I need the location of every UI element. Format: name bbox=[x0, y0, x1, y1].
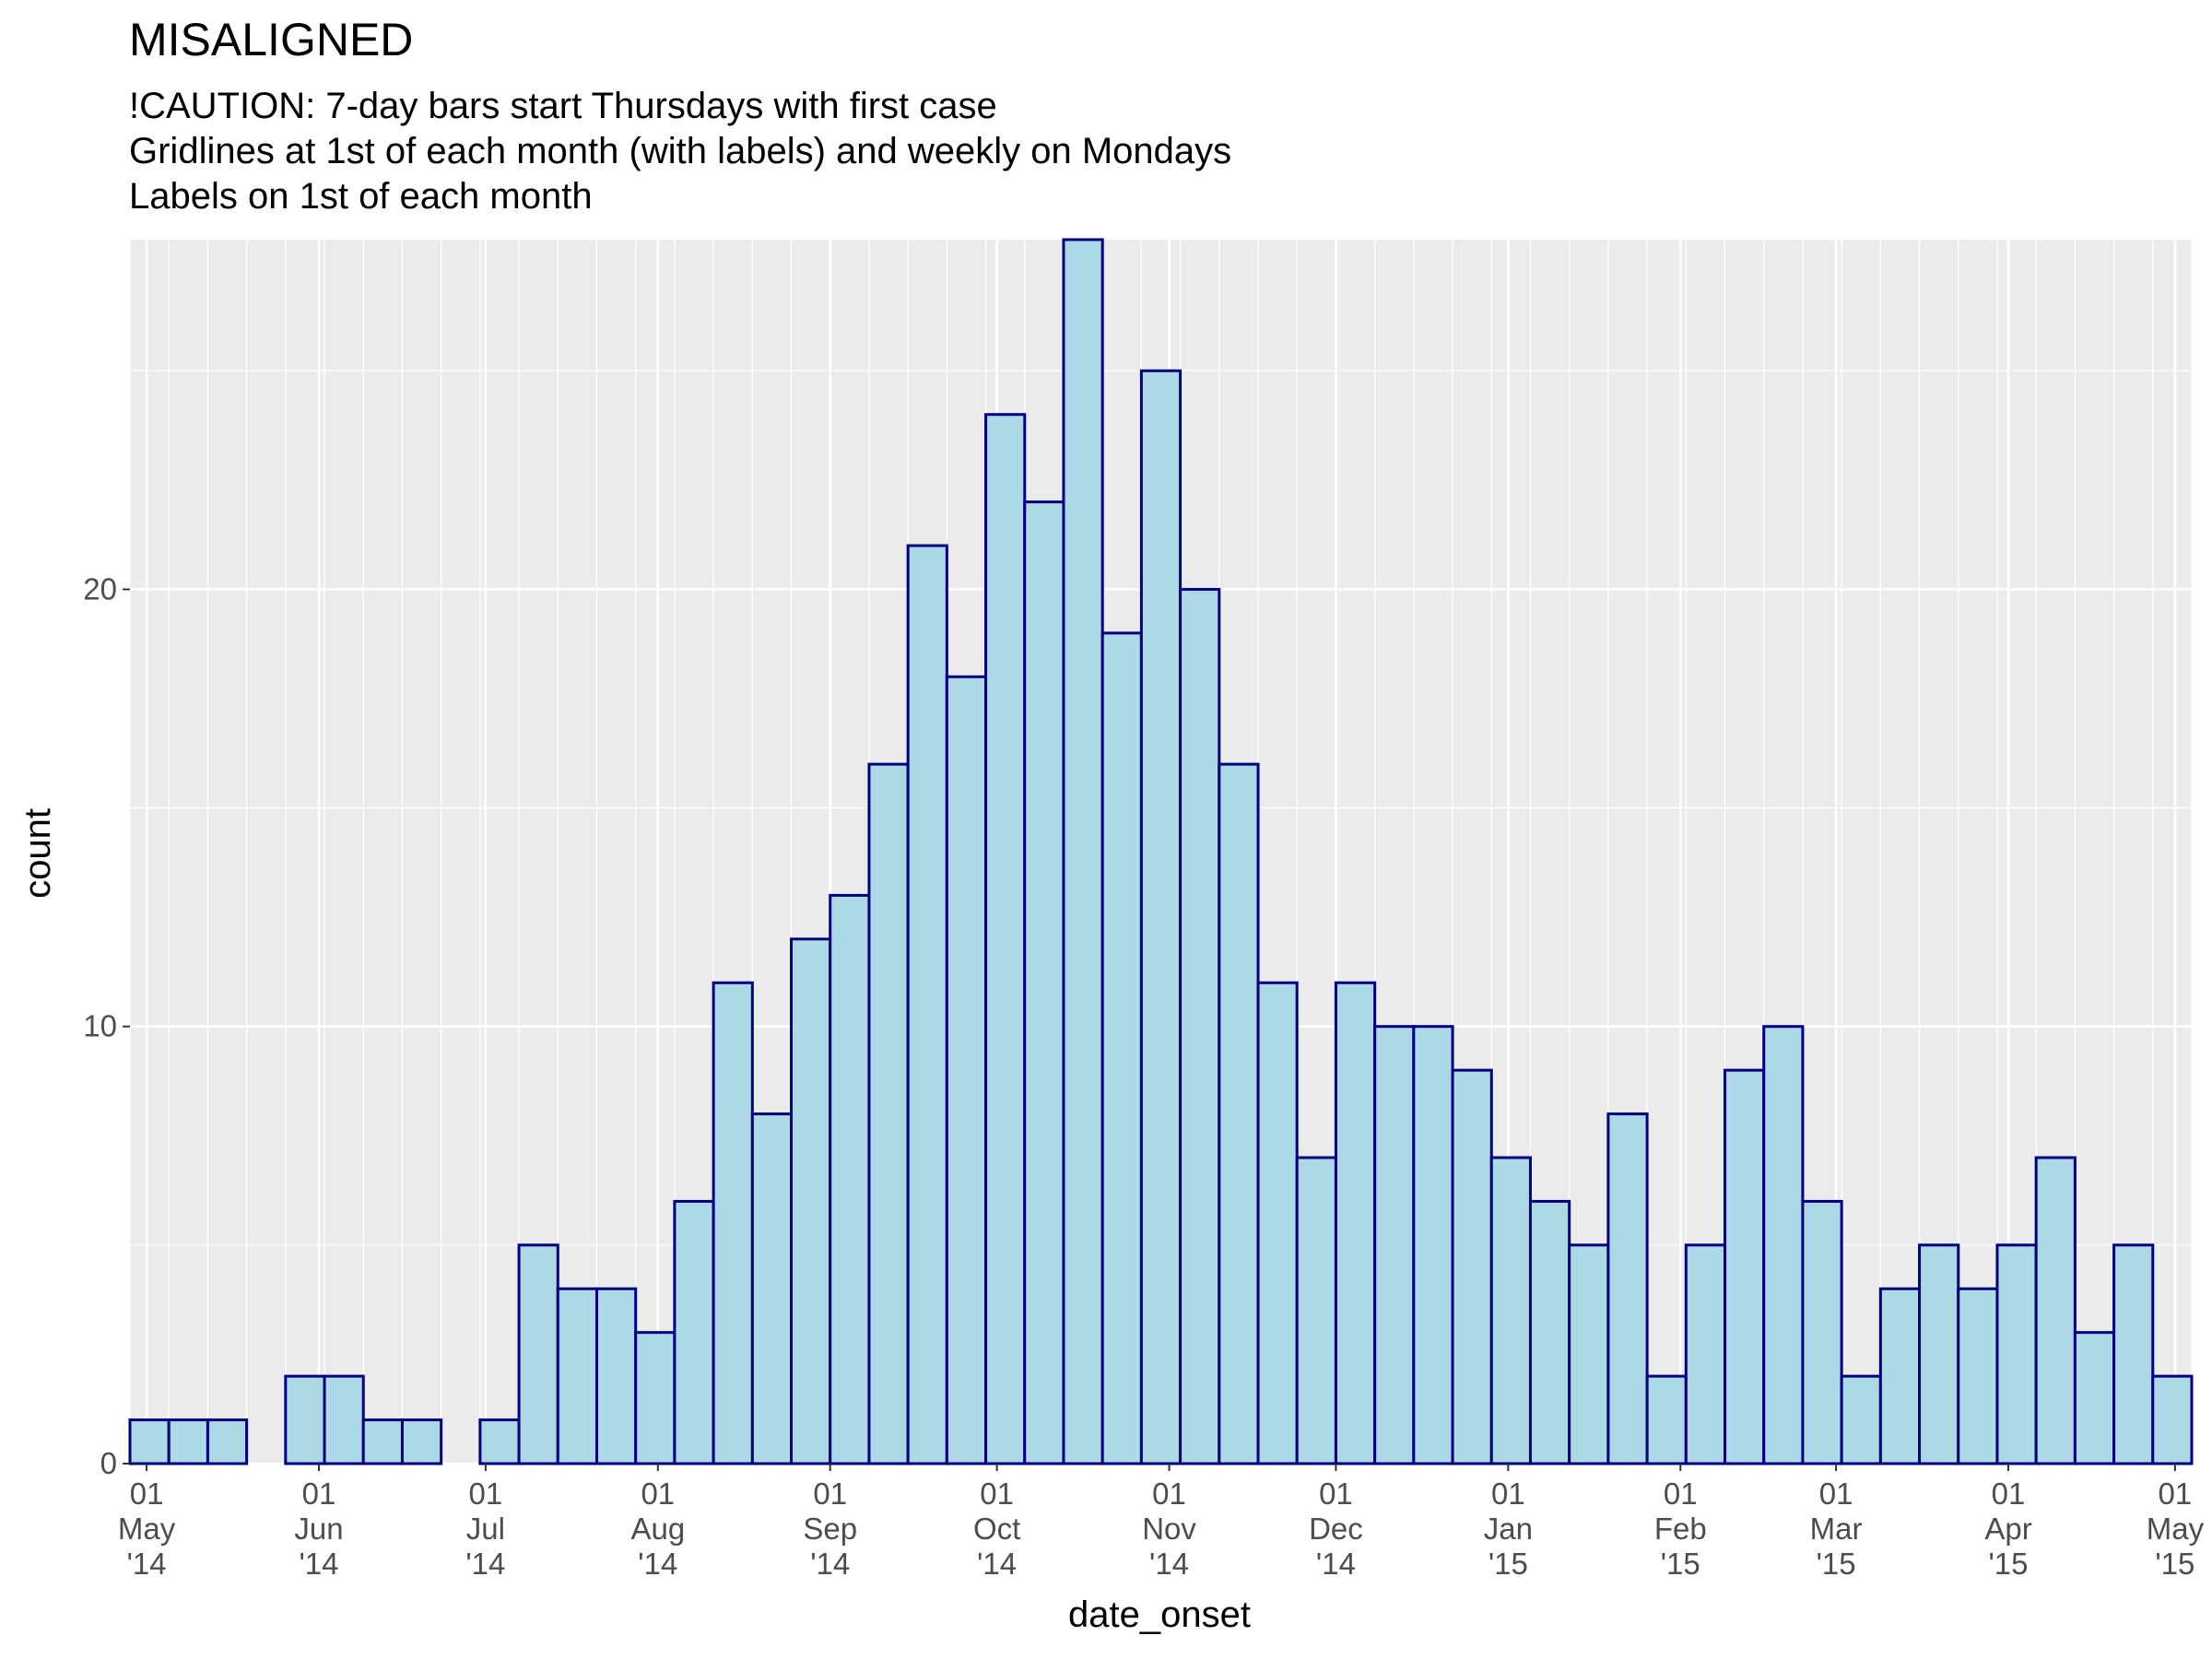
bar bbox=[1645, 1374, 1688, 1465]
bar bbox=[284, 1374, 326, 1465]
bar bbox=[1918, 1243, 1960, 1465]
chart-title: MISALIGNED bbox=[129, 14, 413, 65]
x-tick-label: 01 Jul '14 bbox=[465, 1477, 505, 1581]
chart-subtitle: Labels on 1st of each month bbox=[129, 176, 593, 217]
bar bbox=[206, 1418, 249, 1465]
x-tick-label: 01 May '14 bbox=[118, 1477, 176, 1581]
bar bbox=[517, 1243, 559, 1465]
x-tick-label: 01 Feb '15 bbox=[1654, 1477, 1707, 1581]
bar bbox=[1724, 1068, 1766, 1465]
y-tick-label: 0 bbox=[100, 1446, 117, 1480]
bar bbox=[1023, 500, 1065, 1465]
bar bbox=[1489, 1156, 1532, 1465]
bar bbox=[712, 981, 754, 1465]
bar bbox=[594, 1287, 638, 1465]
bar bbox=[906, 544, 948, 1465]
bar bbox=[2034, 1156, 2077, 1465]
x-tick-label: 01 Sep '14 bbox=[803, 1477, 857, 1581]
bar bbox=[2073, 1331, 2116, 1465]
bar bbox=[167, 1418, 209, 1465]
bar bbox=[634, 1331, 677, 1465]
x-tick-label: 01 Nov '14 bbox=[1142, 1477, 1196, 1581]
bar bbox=[361, 1418, 404, 1465]
bar bbox=[790, 937, 832, 1465]
x-tick-label: 01 May '15 bbox=[2147, 1477, 2205, 1581]
bar bbox=[1528, 1199, 1571, 1465]
bar bbox=[1256, 981, 1299, 1465]
chart-subtitle: !CAUTION: 7-day bars start Thursdays wit… bbox=[129, 86, 997, 126]
bar bbox=[1334, 981, 1377, 1465]
bar bbox=[750, 1112, 794, 1465]
bar bbox=[400, 1418, 443, 1465]
bar bbox=[1412, 1025, 1454, 1465]
bar bbox=[1840, 1374, 1882, 1465]
bar bbox=[1100, 631, 1143, 1465]
bar bbox=[1878, 1287, 1922, 1465]
bar bbox=[1606, 1112, 1649, 1465]
x-axis-title: date_onset bbox=[1068, 1594, 1251, 1635]
bar bbox=[1373, 1025, 1416, 1465]
bar bbox=[1179, 587, 1221, 1465]
x-tick-label: 01 Jun '14 bbox=[294, 1477, 343, 1581]
bar bbox=[1451, 1068, 1493, 1465]
bar bbox=[829, 893, 871, 1465]
bar bbox=[2151, 1374, 2194, 1465]
bar bbox=[1218, 762, 1260, 1465]
x-tick-label: 01 Oct '14 bbox=[973, 1477, 1020, 1581]
x-tick-label: 01 Dec '14 bbox=[1309, 1477, 1363, 1581]
bar bbox=[1801, 1199, 1843, 1465]
bar bbox=[945, 675, 988, 1465]
bar bbox=[984, 413, 1027, 1465]
bar bbox=[478, 1418, 521, 1465]
bar bbox=[128, 1418, 171, 1465]
y-axis-title: count bbox=[18, 808, 58, 899]
bar bbox=[867, 762, 910, 1465]
bar bbox=[1139, 369, 1182, 1465]
x-tick-label: 01 Mar '15 bbox=[1810, 1477, 1863, 1581]
bar bbox=[1762, 1025, 1805, 1465]
bar bbox=[673, 1199, 715, 1465]
bar bbox=[1062, 238, 1104, 1465]
bar bbox=[556, 1287, 598, 1465]
bar bbox=[2112, 1243, 2155, 1465]
bar bbox=[1995, 1243, 2038, 1465]
bar bbox=[1957, 1287, 1999, 1465]
x-tick-label: 01 Aug '14 bbox=[630, 1477, 685, 1581]
bar bbox=[1568, 1243, 1610, 1465]
y-tick-label: 10 bbox=[83, 1009, 117, 1043]
y-tick-label: 20 bbox=[83, 571, 117, 606]
chart-subtitle: Gridlines at 1st of each month (with lab… bbox=[129, 131, 1231, 171]
bar bbox=[323, 1374, 365, 1465]
bar bbox=[1295, 1156, 1337, 1465]
bar bbox=[1684, 1243, 1727, 1465]
x-tick-label: 01 Apr '15 bbox=[1984, 1477, 2031, 1581]
x-tick-label: 01 Jan '15 bbox=[1484, 1477, 1533, 1581]
